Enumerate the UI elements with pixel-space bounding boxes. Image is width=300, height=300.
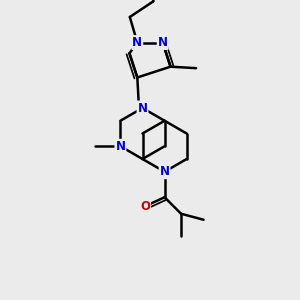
Text: N: N xyxy=(160,165,170,178)
Text: N: N xyxy=(116,140,125,153)
Text: N: N xyxy=(132,36,142,49)
Text: N: N xyxy=(158,36,168,49)
Text: N: N xyxy=(137,101,148,115)
Text: O: O xyxy=(140,200,150,213)
